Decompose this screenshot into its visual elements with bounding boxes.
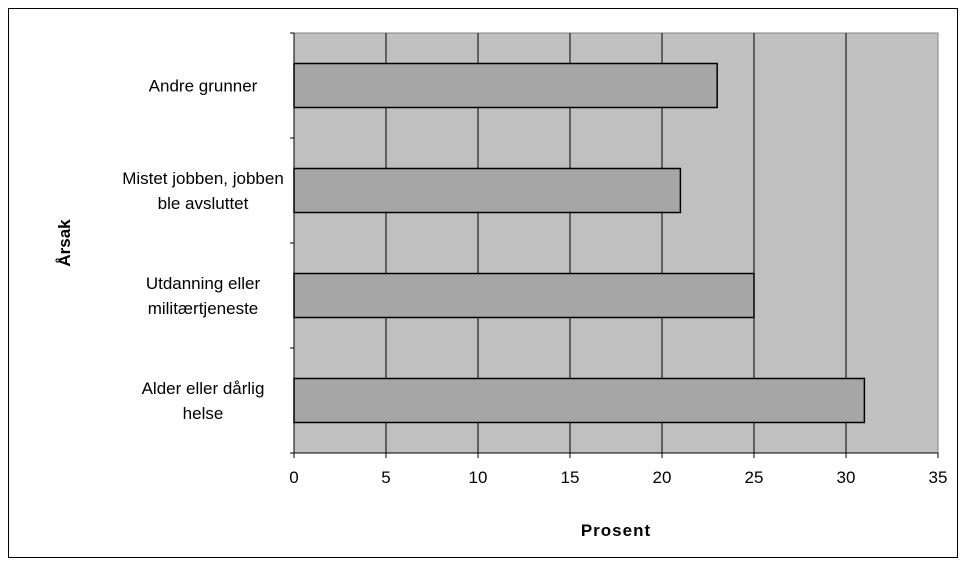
x-tick-label-15: 15 [561, 468, 580, 487]
x-tick-label-0: 0 [289, 468, 298, 487]
x-axis-title: Prosent [581, 521, 651, 540]
category-label-3: Alder eller dårlig helse [142, 379, 265, 423]
bar-2 [293, 272, 755, 319]
x-tick-labels: 0 5 10 15 20 25 30 35 [289, 468, 947, 487]
x-tick-label-5: 5 [381, 468, 390, 487]
x-tick-label-20: 20 [653, 468, 672, 487]
category-label-line: ble avsluttet [158, 194, 249, 213]
y-axis-title: Årsak [55, 219, 74, 267]
category-label-line: Andre grunner [149, 77, 258, 96]
axes [290, 32, 939, 458]
x-tick-label-10: 10 [469, 468, 488, 487]
x-tick-label-25: 25 [745, 468, 764, 487]
category-label-1: Mistet jobben, jobben ble avsluttet [122, 169, 284, 213]
x-tick-label-30: 30 [837, 468, 856, 487]
category-label-2: Utdanning eller militærtjeneste [146, 274, 261, 318]
category-label-line: militærtjeneste [148, 299, 259, 318]
category-label-line: helse [183, 404, 224, 423]
category-label-line: Utdanning eller [146, 274, 261, 293]
bar-0 [293, 62, 718, 109]
category-label-line: Alder eller dårlig [142, 379, 265, 398]
bar-1 [293, 167, 682, 214]
category-label-line: Mistet jobben, jobben [122, 169, 284, 188]
bar-3 [293, 377, 866, 424]
bars [293, 62, 866, 424]
category-label-0: Andre grunner [149, 77, 258, 96]
x-tick-label-35: 35 [929, 468, 948, 487]
category-labels: Andre grunner Mistet jobben, jobben ble av… [122, 77, 284, 424]
